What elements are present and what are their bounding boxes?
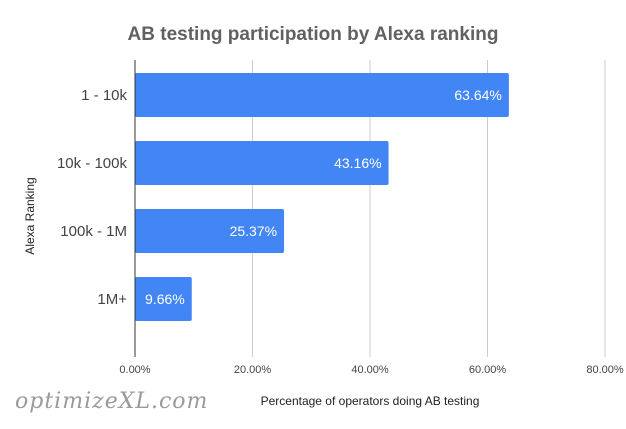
data-label: 43.16% — [334, 155, 381, 171]
bar — [135, 209, 285, 253]
bar — [135, 277, 192, 321]
bar — [135, 73, 509, 117]
data-label: 63.64% — [454, 87, 501, 103]
category-labels: 1 - 10k 10k - 100k 100k - 1M 1M+ — [57, 87, 128, 308]
x-tick-label: 80.00% — [586, 364, 624, 376]
watermark-logo: optimizeXL.com — [15, 389, 208, 414]
x-tick-label: 40.00% — [351, 364, 389, 376]
data-label: 25.37% — [230, 223, 277, 239]
x-tick-label: 0.00% — [119, 364, 150, 376]
bar — [135, 141, 389, 185]
x-tick-label: 60.00% — [469, 364, 507, 376]
category-label: 1M+ — [97, 291, 127, 308]
y-axis-title: Alexa Ranking — [23, 177, 37, 254]
bars: 63.64% 43.16% 25.37% 9.66% — [135, 73, 509, 321]
x-axis-title: Percentage of operators doing AB testing — [261, 394, 480, 408]
category-label: 10k - 100k — [57, 155, 128, 172]
x-tick-label: 20.00% — [234, 364, 272, 376]
chart-title: AB testing participation by Alexa rankin… — [128, 24, 499, 45]
data-label: 9.66% — [145, 291, 185, 307]
x-axis-ticks: 0.00% 20.00% 40.00% 60.00% 80.00% — [119, 364, 623, 376]
category-label: 100k - 1M — [60, 223, 127, 240]
category-label: 1 - 10k — [81, 87, 127, 104]
